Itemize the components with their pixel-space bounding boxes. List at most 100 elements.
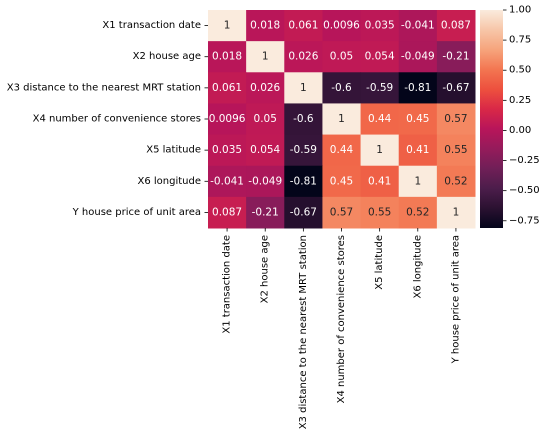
row-label: X6 longitude bbox=[137, 176, 201, 187]
heatmap-cell bbox=[360, 72, 400, 104]
heatmap-cell bbox=[284, 165, 323, 198]
cell-value-label: 0.018 bbox=[250, 20, 280, 32]
colorbar-tick-label: −0.75 bbox=[509, 215, 540, 226]
heatmap-cell bbox=[246, 10, 285, 42]
heatmap-cell bbox=[398, 72, 438, 104]
heatmap-cell bbox=[208, 103, 247, 136]
cell-value-label: 1 bbox=[224, 20, 231, 32]
colorbar-tick-label: −0.50 bbox=[509, 185, 540, 196]
column-label: X5 latitude bbox=[374, 235, 385, 290]
cell-value-label: 0.0096 bbox=[323, 20, 360, 32]
cell-value-label: 0.054 bbox=[365, 51, 395, 63]
row-label: X5 latitude bbox=[146, 145, 201, 156]
cell-value-label: -0.81 bbox=[404, 82, 431, 94]
cell-value-label: 0.0096 bbox=[209, 113, 246, 125]
colorbar-tick-label: 0.75 bbox=[509, 35, 531, 46]
cell-value-label: -0.049 bbox=[248, 175, 282, 187]
heatmap-cell bbox=[360, 41, 400, 73]
cell-value-label: 0.087 bbox=[212, 206, 242, 218]
heatmap-cell bbox=[322, 41, 362, 73]
cell-value-label: 0.026 bbox=[250, 82, 280, 94]
row-label: X3 distance to the nearest MRT station bbox=[7, 82, 201, 93]
heatmap-cell bbox=[360, 103, 400, 136]
cell-value-label: -0.59 bbox=[290, 144, 317, 156]
cell-value-label: 0.026 bbox=[288, 51, 318, 63]
heatmap-cell bbox=[398, 41, 438, 73]
cell-value-label: -0.21 bbox=[252, 206, 279, 218]
column-tick-labels: X1 transaction date X2 house age X3 distan… bbox=[222, 228, 461, 429]
heatmap-cell bbox=[360, 196, 400, 229]
cell-value-label: 1 bbox=[338, 113, 345, 125]
cell-value-label: 0.52 bbox=[444, 175, 467, 187]
cell-value-label: -0.81 bbox=[290, 175, 317, 187]
cell-value-label: 1 bbox=[262, 51, 269, 63]
heatmap-cell bbox=[208, 134, 247, 167]
heatmap-cell bbox=[246, 196, 285, 229]
heatmap-cell bbox=[208, 196, 247, 229]
cell-value-label: -0.67 bbox=[290, 206, 317, 218]
heatmap-cell bbox=[208, 165, 247, 198]
cell-value-label: 0.55 bbox=[444, 144, 467, 156]
heatmap-cell bbox=[436, 134, 476, 167]
column-label: X2 house age bbox=[260, 235, 271, 303]
row-label: X2 house age bbox=[133, 51, 201, 62]
colorbar-tick-label: −0.25 bbox=[509, 155, 540, 166]
row-label: X1 transaction date bbox=[102, 20, 201, 31]
column-label: X3 distance to the nearest MRT station bbox=[298, 235, 309, 429]
cell-value-label: 0.57 bbox=[330, 206, 353, 218]
colorbar-tick-label: 0.00 bbox=[509, 125, 531, 136]
cell-value-label: 0.018 bbox=[212, 51, 242, 63]
cell-value-label: -0.6 bbox=[331, 82, 352, 94]
cell-value-label: 1 bbox=[376, 144, 383, 156]
colorbar-ticks: 1.00 0.75 0.50 0.25 0.00 −0.25 −0.50 −0.75 bbox=[503, 5, 540, 226]
cell-value-label: 0.41 bbox=[368, 175, 391, 187]
heatmap-cell bbox=[284, 10, 323, 42]
heatmap-cell bbox=[436, 10, 476, 42]
heatmap-cells bbox=[208, 10, 476, 229]
heatmap-cell bbox=[322, 10, 362, 42]
cell-value-label: 0.41 bbox=[406, 144, 429, 156]
row-tick-labels: X1 transaction date X2 house age X3 distan… bbox=[7, 20, 208, 218]
colorbar: 1.00 0.75 0.50 0.25 0.00 −0.25 −0.50 −0.75 bbox=[480, 5, 540, 228]
heatmap-cell bbox=[360, 10, 400, 42]
heatmap-cell bbox=[360, 134, 400, 167]
cell-value-label: -0.041 bbox=[401, 20, 435, 32]
heatmap-cell bbox=[322, 165, 362, 198]
cell-value-label: 0.05 bbox=[330, 51, 353, 63]
heatmap-cell bbox=[436, 103, 476, 136]
cell-value-label: -0.041 bbox=[210, 175, 244, 187]
colorbar-tick-label: 0.50 bbox=[509, 65, 531, 76]
heatmap-cell bbox=[246, 72, 285, 104]
cell-value-label: 0.57 bbox=[444, 113, 467, 125]
heatmap-cell bbox=[436, 41, 476, 73]
column-label: Y house price of unit area bbox=[450, 235, 461, 364]
cell-value-label: -0.6 bbox=[293, 113, 314, 125]
cell-value-label: -0.21 bbox=[442, 51, 469, 63]
heatmap-cell bbox=[398, 196, 438, 229]
heatmap-cell bbox=[208, 41, 247, 73]
heatmap-cell bbox=[436, 165, 476, 198]
heatmap-cell bbox=[284, 41, 323, 73]
heatmap-cell bbox=[284, 103, 323, 136]
cell-value-label: 1 bbox=[453, 206, 460, 218]
heatmap-cell bbox=[398, 165, 438, 198]
heatmap-cell bbox=[436, 72, 476, 104]
cell-value-label: 0.087 bbox=[441, 20, 471, 32]
column-label: X4 number of convenience stores bbox=[336, 235, 347, 403]
cell-value-label: 0.035 bbox=[365, 20, 395, 32]
heatmap-cell bbox=[284, 134, 323, 167]
heatmap-cell bbox=[208, 72, 247, 104]
heatmap-cell-labels: 1 0.018 0.061 0.0096 0.035 -0.041 0.087 0.018 1 0… bbox=[209, 20, 471, 219]
heatmap-cell bbox=[436, 196, 476, 229]
cell-value-label: -0.59 bbox=[366, 82, 393, 94]
cell-value-label: 0.45 bbox=[330, 175, 353, 187]
column-label: X6 longitude bbox=[412, 235, 423, 299]
cell-value-label: 0.44 bbox=[368, 113, 392, 125]
cell-value-label: 0.45 bbox=[406, 113, 429, 125]
colorbar-scale bbox=[480, 10, 503, 228]
cell-value-label: 0.061 bbox=[288, 20, 318, 32]
cell-value-label: -0.049 bbox=[401, 51, 435, 63]
heatmap-cell bbox=[322, 134, 362, 167]
heatmap-cell bbox=[246, 41, 285, 73]
